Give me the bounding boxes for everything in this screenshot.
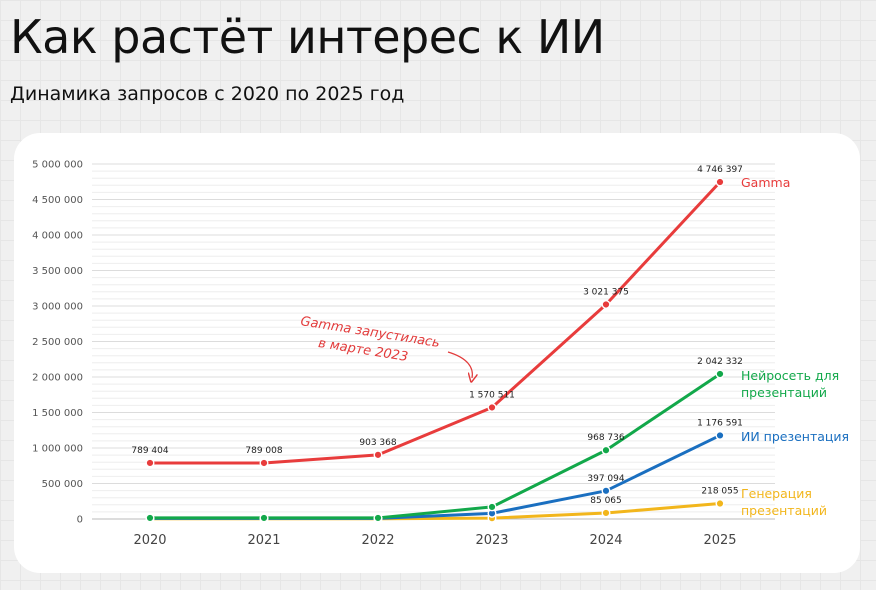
data-label: 789 008 (245, 446, 282, 456)
data-point (715, 430, 725, 440)
y-tick-label: 0 (77, 515, 83, 526)
data-label: 85 065 (590, 496, 622, 506)
data-point (715, 177, 725, 187)
data-label: 1 176 591 (697, 418, 743, 428)
data-point (373, 513, 383, 523)
series-name-label: ИИ презентация (741, 429, 849, 444)
data-point (601, 445, 611, 455)
data-label: 397 094 (587, 474, 624, 484)
annotation-arrow (447, 351, 472, 378)
data-points (145, 177, 725, 524)
axes: 0 500 000 1 000 000 1 500 000 2 000 000 2 500… (32, 160, 775, 548)
x-tick-label: 2025 (703, 533, 736, 548)
y-tick-label: 1 000 000 (32, 444, 83, 455)
data-label: 789 404 (131, 446, 168, 456)
data-point (601, 299, 611, 309)
series-line (148, 372, 722, 520)
data-label: 218 055 (701, 487, 738, 497)
data-label: 3 021 375 (583, 287, 629, 297)
x-tick-label: 2022 (361, 533, 394, 548)
x-tick-label: 2021 (247, 533, 280, 548)
data-point (373, 450, 383, 460)
series-lines (148, 180, 722, 521)
x-tick-label: 2023 (475, 533, 508, 548)
series-name-label: Нейросеть для (741, 368, 839, 383)
series-name-label: презентаций (741, 503, 827, 518)
y-tick-label: 500 000 (42, 479, 83, 490)
y-tick-label: 4 000 000 (32, 231, 83, 242)
series-name-label: Генерация (741, 486, 812, 501)
y-tick-label: 2 500 000 (32, 337, 83, 348)
data-label: 2 042 332 (697, 357, 743, 367)
page-title: Как растёт интерес к ИИ (10, 10, 605, 64)
data-point (715, 369, 725, 379)
y-tick-label: 2 000 000 (32, 373, 83, 384)
data-label: 4 746 397 (697, 165, 743, 175)
series-line (148, 180, 722, 465)
data-label: 968 736 (587, 433, 624, 443)
data-labels: 789 404 789 008 903 368 1 570 511 3 021 375 4… (131, 165, 743, 506)
series-name-label: презентаций (741, 385, 827, 400)
page-subtitle: Динамика запросов с 2020 по 2025 год (10, 83, 405, 105)
y-tick-label: 4 500 000 (32, 195, 83, 206)
data-point (487, 402, 497, 412)
grid-lines (92, 163, 775, 520)
data-point (145, 458, 155, 468)
x-tick-label: 2020 (133, 533, 166, 548)
data-point (601, 486, 611, 496)
data-point (601, 508, 611, 518)
y-tick-label: 1 500 000 (32, 408, 83, 419)
y-tick-label: 5 000 000 (32, 160, 83, 171)
series-name-label: Gamma (741, 175, 790, 190)
data-label: 1 570 511 (469, 390, 515, 400)
x-tick-label: 2024 (589, 533, 622, 548)
data-point (487, 502, 497, 512)
series-names: Gamma Нейросеть для презентаций ИИ презента… (741, 175, 849, 518)
y-tick-label: 3 000 000 (32, 302, 83, 313)
data-label: 903 368 (359, 438, 396, 448)
data-point (715, 499, 725, 509)
data-point (259, 458, 269, 468)
y-tick-label: 3 500 000 (32, 266, 83, 277)
data-point (259, 513, 269, 523)
data-point (145, 513, 155, 523)
